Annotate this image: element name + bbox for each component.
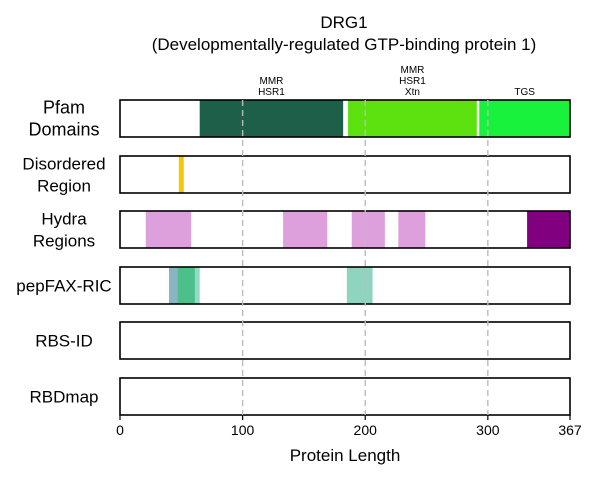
domain-label: HSR1 [258,87,285,98]
track-background [120,322,570,359]
track-hydra-segment [398,211,426,248]
track-background [120,156,570,193]
track-rbdmap: RBDmap [30,377,571,416]
chart-title-line1: DRG1 [320,13,367,32]
domain-label: Xtn [405,87,420,98]
track-border [119,321,571,360]
track-border [119,210,571,249]
track-label: Domains [28,120,99,140]
track-pepfax: pepFAX-RIC [16,266,571,305]
track-border [119,99,571,138]
track-border [119,266,571,305]
x-axis: 0 100 200 300 367 [116,415,582,438]
track-label: RBS-ID [35,332,93,351]
x-tick-label: 300 [476,422,500,438]
track-pepfax-segment [177,267,195,304]
track-hydra-segment [527,211,570,248]
domain-label: MMR [400,65,424,76]
track-disordered-segment [178,156,184,193]
track-label: Disordered [22,155,105,174]
track-background [120,378,570,415]
track-label: RBDmap [30,388,99,407]
track-hydra-segment [283,211,328,248]
track-pfam-segment [348,100,477,137]
track-pfam-segment [199,100,344,137]
track-border [119,155,571,194]
x-tick-label: 100 [231,422,255,438]
track-label: Hydra [41,210,87,229]
track-background [120,211,570,248]
track-label: Region [37,177,91,196]
x-tick-label: 0 [116,422,124,438]
domain-label: TGS [514,87,535,98]
track-label: Regions [33,232,95,251]
x-tick-label: 200 [354,422,378,438]
track-hydra-segment [351,211,385,248]
track-pepfax-segment [346,267,373,304]
x-axis-title: Protein Length [290,446,401,465]
domain-label: MMR [259,76,283,87]
track-disordered: Disordered Region [22,155,571,196]
domain-label: HSR1 [399,76,426,87]
track-hydra: Hydra Regions [33,210,571,251]
chart-title-line2: (Developmentally-regulated GTP-binding p… [152,35,537,54]
track-pepfax-segment [169,267,178,304]
track-label: pepFAX-RIC [16,277,111,296]
track-rbsid: RBS-ID [35,321,571,360]
track-border [119,377,571,416]
gridlines [241,100,489,415]
track-label: Pfam [43,98,85,118]
track-pfam-segment [479,100,570,137]
x-tick-label: 367 [558,422,582,438]
track-hydra-segment [145,211,192,248]
